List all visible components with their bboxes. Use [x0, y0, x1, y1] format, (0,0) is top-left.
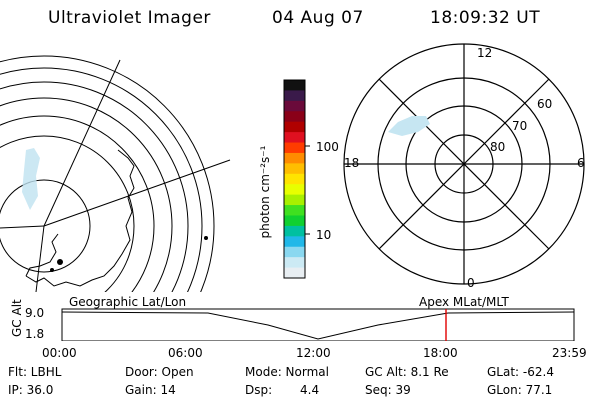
colorbar — [283, 79, 310, 279]
status-gain: Gain: 14 — [125, 383, 176, 397]
status-seq: Seq: 39 — [365, 383, 411, 397]
status-dsp: Dsp: — [245, 383, 273, 397]
altitude-timeline — [61, 308, 575, 341]
colorbar-cell — [284, 163, 305, 175]
timeline-x-tick-1800: 18:00 — [423, 346, 458, 360]
mlat-label-60: 60 — [537, 97, 553, 111]
status-glat: GLat: -62.4 — [487, 365, 554, 379]
colorbar-cell — [284, 152, 305, 164]
geographic-map — [0, 55, 231, 292]
colorbar-tick-100: 100 — [316, 140, 339, 154]
timeline-y-tick-high: 9.0 — [25, 306, 45, 320]
colorbar-cell — [284, 215, 305, 227]
colorbar-cell — [284, 267, 305, 279]
colorbar-cell — [284, 246, 305, 258]
timeline-y-axis-title: GC Alt — [10, 299, 24, 337]
timeline-x-tick-1200: 12:00 — [296, 346, 331, 360]
colorbar-cell — [284, 132, 305, 144]
status-dsp-value: 4.4 — [300, 383, 320, 397]
mlt-label-12: 12 — [477, 46, 493, 60]
colorbar-cell — [284, 205, 305, 217]
colorbar-cell — [284, 236, 305, 248]
colorbar-cell — [284, 111, 305, 123]
status-door: Door: Open — [125, 365, 194, 379]
colorbar-unit-label: photon cm⁻²s⁻¹ — [258, 145, 272, 239]
status-flt: Flt: LBHL — [8, 365, 62, 379]
mlat-label-70: 70 — [512, 119, 528, 133]
mlt-label-0: 0 — [467, 276, 475, 290]
colorbar-cell — [284, 257, 305, 269]
status-glon: GLon: 77.1 — [487, 383, 553, 397]
colorbar-cell — [284, 90, 305, 102]
status-ip: IP: 36.0 — [8, 383, 54, 397]
observation-date: 04 Aug 07 — [272, 8, 364, 28]
mlt-label-6: 6 — [577, 156, 585, 170]
status-mode: Mode: Normal — [245, 365, 329, 379]
colorbar-cell — [284, 100, 305, 112]
colorbar-cell — [284, 184, 305, 196]
observation-time: 18:09:32 UT — [430, 8, 541, 28]
mlt-label-18: 18 — [344, 156, 360, 170]
timeline-y-tick-low: 1.8 — [25, 327, 45, 341]
colorbar-cell — [284, 225, 305, 237]
app-title: Ultraviolet Imager — [48, 8, 211, 28]
timeline-x-tick-0600: 06:00 — [168, 346, 203, 360]
timeline-left-label: Geographic Lat/Lon — [69, 295, 187, 309]
colorbar-tick-10: 10 — [316, 228, 332, 242]
colorbar-cell — [284, 194, 305, 206]
status-gc-alt: GC Alt: 8.1 Re — [365, 365, 449, 379]
timeline-right-label: Apex MLat/MLT — [419, 295, 509, 309]
polar-plot — [343, 43, 585, 285]
timeline-x-tick-2359: 23:59 — [552, 346, 587, 360]
colorbar-cell — [284, 142, 305, 154]
colorbar-cell — [284, 121, 305, 133]
mlat-label-80: 80 — [490, 140, 506, 154]
timeline-x-tick-0000: 00:00 — [42, 346, 77, 360]
colorbar-cell — [284, 80, 305, 92]
colorbar-cell — [284, 173, 305, 185]
